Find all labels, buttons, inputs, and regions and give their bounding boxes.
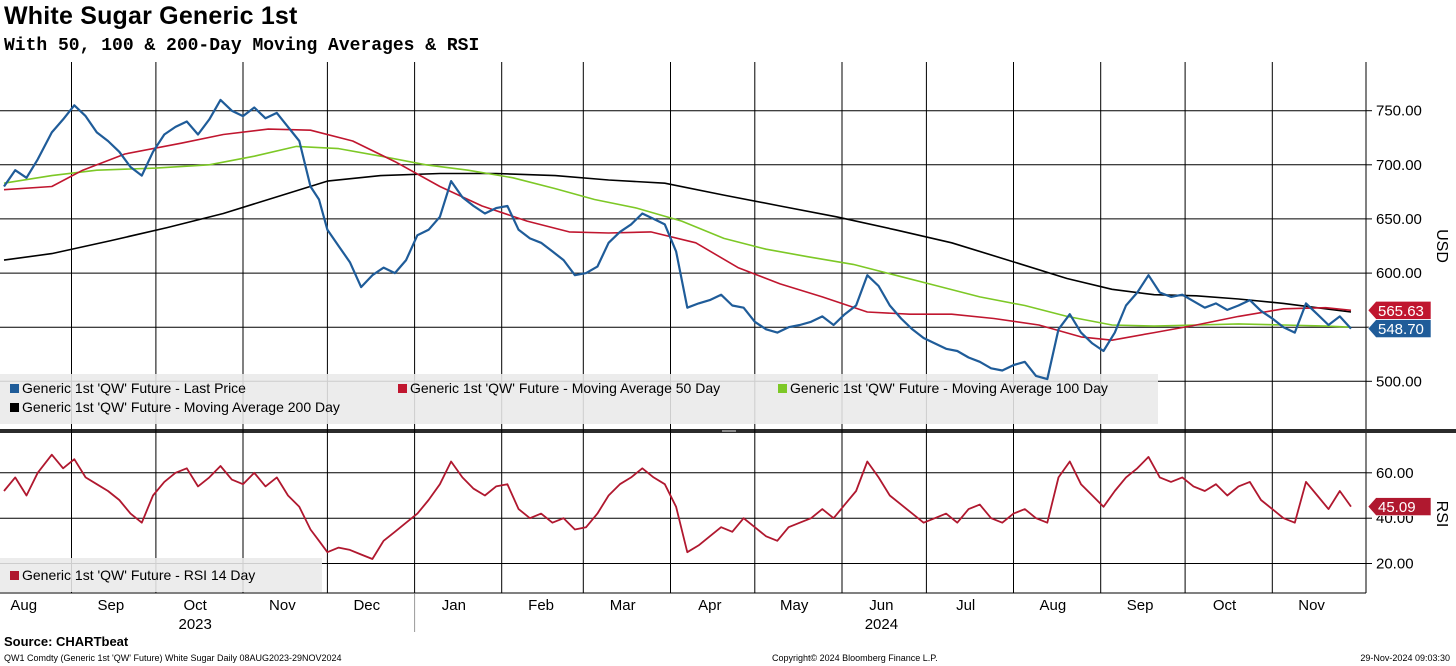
source-label: Source: CHARTbeat [4, 634, 129, 649]
axis-layer: 750.00700.00650.00600.00550.00500.0060.0… [10, 103, 1450, 633]
price-axis-label: USD [1433, 229, 1450, 263]
x-tick-label: Dec [353, 597, 380, 614]
legend-label-rsi: Generic 1st 'QW' Future - RSI 14 Day [22, 567, 255, 583]
last-value-tag-ma50 [1367, 301, 1432, 320]
series-line-ma50 [3, 128, 1352, 341]
rsi-legend-box [0, 558, 322, 592]
x-year-label: 2023 [179, 616, 212, 633]
x-tick-label: Sep [98, 597, 125, 614]
legend-label-ma200: Generic 1st 'QW' Future - Moving Average… [22, 399, 340, 415]
x-tick-label: Aug [10, 597, 37, 614]
footer-ticker: QW1 Comdty (Generic 1st 'QW' Future) Whi… [4, 653, 342, 663]
last-value-tag-rsi [1367, 497, 1432, 516]
price-panel-y-tick-label: 650.00 [1376, 211, 1422, 228]
legend-swatch-ma100 [778, 384, 787, 393]
x-tick-label: Mar [610, 597, 636, 614]
grid-layer [0, 62, 1456, 594]
rsi-axis-label: RSI [1433, 501, 1450, 528]
last-value-tag-price [1367, 319, 1432, 338]
chart-title: White Sugar Generic 1st [4, 2, 298, 30]
legend-label-price: Generic 1st 'QW' Future - Last Price [22, 380, 246, 396]
x-year-label: 2024 [865, 616, 898, 633]
last-value-text-rsi: 45.09 [1378, 499, 1416, 516]
legend-swatch-price [10, 384, 19, 393]
x-tick-label: Nov [1298, 597, 1325, 614]
price-legend-box [0, 374, 1158, 424]
legend-layer: Generic 1st 'QW' Future - Last Price Gene… [0, 374, 1158, 592]
x-tick-label: Apr [698, 597, 721, 614]
x-tick-label: Oct [184, 597, 208, 614]
series-layer [3, 98, 1352, 560]
x-tick-label: Jan [442, 597, 466, 614]
x-tick-label: Jun [869, 597, 893, 614]
series-line-rsi [3, 453, 1352, 560]
rsi-panel-y-tick-label: 20.00 [1376, 556, 1414, 573]
price-panel-y-tick-label: 600.00 [1376, 265, 1422, 282]
chart-subtitle: With 50, 100 & 200-Day Moving Averages &… [4, 36, 480, 56]
legend-label-ma50: Generic 1st 'QW' Future - Moving Average… [410, 380, 720, 396]
x-tick-label: Nov [269, 597, 296, 614]
last-value-text-price: 548.70 [1378, 321, 1424, 338]
legend-swatch-rsi [10, 571, 19, 580]
series-line-ma100 [3, 145, 1352, 328]
series-line-ma200 [3, 172, 1352, 313]
price-panel-y-tick-label: 500.00 [1376, 373, 1422, 390]
legend-label-ma100: Generic 1st 'QW' Future - Moving Average… [790, 380, 1108, 396]
price-panel-y-tick-label: 750.00 [1376, 103, 1422, 120]
series-line-price [3, 98, 1352, 381]
footer-copyright: Copyright© 2024 Bloomberg Finance L.P. [772, 653, 938, 663]
x-tick-label: Oct [1213, 597, 1237, 614]
x-tick-label: Feb [528, 597, 554, 614]
x-tick-label: Aug [1040, 597, 1067, 614]
x-tick-label: May [780, 597, 809, 614]
legend-swatch-ma50 [398, 384, 407, 393]
x-tick-label: Jul [956, 597, 975, 614]
panel-divider-handle [722, 430, 736, 432]
price-panel-y-tick-label: 700.00 [1376, 157, 1422, 174]
footer-timestamp: 29-Nov-2024 09:03:30 [1360, 653, 1450, 663]
rsi-panel-y-tick-label: 60.00 [1376, 465, 1414, 482]
last-value-text-ma50: 565.63 [1378, 303, 1424, 320]
x-tick-label: Sep [1127, 597, 1154, 614]
legend-swatch-ma200 [10, 403, 19, 412]
